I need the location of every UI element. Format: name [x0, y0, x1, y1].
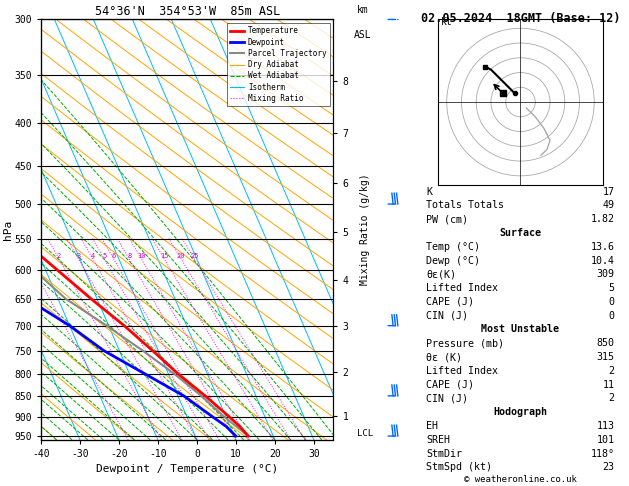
Text: km: km — [357, 5, 369, 15]
Text: 11: 11 — [603, 380, 615, 390]
Text: 2: 2 — [608, 394, 615, 403]
Text: 4: 4 — [91, 253, 95, 259]
Text: 6: 6 — [111, 253, 116, 259]
Text: 113: 113 — [596, 421, 615, 431]
Title: 54°36'N  354°53'W  85m ASL: 54°36'N 354°53'W 85m ASL — [94, 5, 280, 18]
Text: CAPE (J): CAPE (J) — [426, 380, 474, 390]
Y-axis label: hPa: hPa — [3, 220, 13, 240]
Text: 23: 23 — [603, 462, 615, 472]
Text: 309: 309 — [596, 269, 615, 279]
Text: 15: 15 — [160, 253, 169, 259]
Text: Pressure (mb): Pressure (mb) — [426, 338, 504, 348]
Text: 13.6: 13.6 — [591, 242, 615, 252]
X-axis label: Dewpoint / Temperature (°C): Dewpoint / Temperature (°C) — [96, 465, 278, 474]
Text: 02.05.2024  18GMT (Base: 12): 02.05.2024 18GMT (Base: 12) — [421, 12, 620, 25]
Text: 118°: 118° — [591, 449, 615, 459]
Text: 0: 0 — [608, 297, 615, 307]
Legend: Temperature, Dewpoint, Parcel Trajectory, Dry Adiabat, Wet Adiabat, Isotherm, Mi: Temperature, Dewpoint, Parcel Trajectory… — [227, 23, 330, 106]
Text: SREH: SREH — [426, 435, 450, 445]
Text: Surface: Surface — [499, 228, 542, 238]
Text: θε (K): θε (K) — [426, 352, 462, 362]
Text: Mixing Ratio (g/kg): Mixing Ratio (g/kg) — [360, 174, 370, 285]
Text: StmSpd (kt): StmSpd (kt) — [426, 462, 493, 472]
Text: 8: 8 — [127, 253, 131, 259]
Text: © weatheronline.co.uk: © weatheronline.co.uk — [464, 474, 577, 484]
Text: 850: 850 — [596, 338, 615, 348]
Text: Lifted Index: Lifted Index — [426, 283, 498, 293]
Text: CIN (J): CIN (J) — [426, 394, 469, 403]
Text: 1.82: 1.82 — [591, 214, 615, 224]
Text: 315: 315 — [596, 352, 615, 362]
Text: Totals Totals: Totals Totals — [426, 200, 504, 210]
Text: 0: 0 — [608, 311, 615, 321]
Text: 2: 2 — [57, 253, 61, 259]
Text: Lifted Index: Lifted Index — [426, 366, 498, 376]
Text: PW (cm): PW (cm) — [426, 214, 469, 224]
Text: 10: 10 — [137, 253, 145, 259]
Text: 5: 5 — [608, 283, 615, 293]
Text: K: K — [426, 187, 433, 196]
Text: Hodograph: Hodograph — [494, 407, 547, 417]
Text: Most Unstable: Most Unstable — [481, 325, 560, 334]
Text: CIN (J): CIN (J) — [426, 311, 469, 321]
Text: 10.4: 10.4 — [591, 256, 615, 265]
Text: CAPE (J): CAPE (J) — [426, 297, 474, 307]
Text: θε(K): θε(K) — [426, 269, 457, 279]
Text: Temp (°C): Temp (°C) — [426, 242, 481, 252]
Text: ASL: ASL — [353, 30, 372, 40]
Text: EH: EH — [426, 421, 438, 431]
Text: 17: 17 — [603, 187, 615, 196]
Text: kt: kt — [441, 17, 453, 27]
Text: 3: 3 — [76, 253, 81, 259]
Text: 25: 25 — [190, 253, 199, 259]
Text: LCL: LCL — [357, 429, 373, 438]
Text: Dewp (°C): Dewp (°C) — [426, 256, 481, 265]
Text: 49: 49 — [603, 200, 615, 210]
Text: 20: 20 — [177, 253, 186, 259]
Text: 101: 101 — [596, 435, 615, 445]
Text: 2: 2 — [608, 366, 615, 376]
Text: StmDir: StmDir — [426, 449, 462, 459]
Text: 5: 5 — [102, 253, 106, 259]
